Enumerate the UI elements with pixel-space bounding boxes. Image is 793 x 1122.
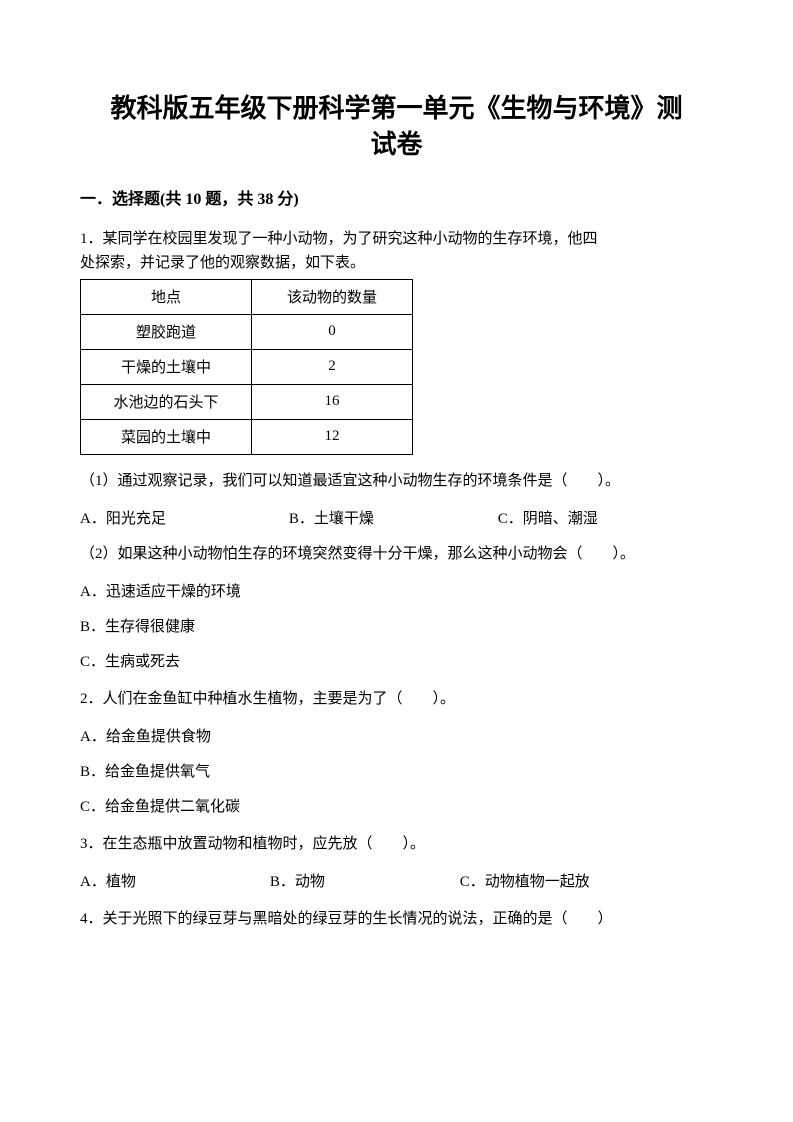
question-1-sub2: （2）如果这种小动物怕生存的环境突然变得十分干燥，那么这种小动物会（ ）。 [80, 542, 713, 566]
table-cell: 2 [252, 349, 413, 384]
option-c: C．动物植物一起放 [460, 870, 713, 891]
question-3-options: A．植物 B．动物 C．动物植物一起放 [80, 870, 713, 891]
option-b: B．土壤干燥 [289, 507, 498, 528]
table-cell: 12 [252, 419, 413, 454]
option-b: B．动物 [270, 870, 460, 891]
option-a: A．迅速适应干燥的环境 [80, 580, 713, 601]
section-1-heading: 一．选择题(共 10 题，共 38 分) [80, 185, 713, 209]
question-2: 2．人们在金鱼缸中种植水生植物，主要是为了（ ）。 A．给金鱼提供食物 B．给金… [80, 687, 713, 816]
question-3: 3．在生态瓶中放置动物和植物时，应先放（ ）。 A．植物 B．动物 C．动物植物… [80, 832, 713, 891]
table-row: 菜园的土壤中 12 [81, 419, 413, 454]
page: 教科版五年级下册科学第一单元《生物与环境》测 试卷 一．选择题(共 10 题，共… [0, 0, 793, 1122]
table-cell: 塑胶跑道 [81, 314, 252, 349]
question-1-stem-line1: 1．某同学在校园里发现了一种小动物，为了研究这种小动物的生存环境，他四 [80, 227, 713, 251]
table-header-count: 该动物的数量 [252, 279, 413, 314]
table-header-row: 地点 该动物的数量 [81, 279, 413, 314]
question-1-sub1-options: A．阳光充足 B．土壤干燥 C．阴暗、潮湿 [80, 507, 713, 528]
title-line-2: 试卷 [370, 129, 422, 159]
option-b: B．给金鱼提供氧气 [80, 760, 713, 781]
table-cell: 16 [252, 384, 413, 419]
question-1-table: 地点 该动物的数量 塑胶跑道 0 干燥的土壤中 2 水池边的石头下 16 菜园的… [80, 279, 413, 455]
table-cell: 水池边的石头下 [81, 384, 252, 419]
table-header-location: 地点 [81, 279, 252, 314]
question-2-stem: 2．人们在金鱼缸中种植水生植物，主要是为了（ ）。 [80, 687, 713, 711]
option-c: C．阴暗、潮湿 [498, 507, 707, 528]
table-cell: 干燥的土壤中 [81, 349, 252, 384]
table-row: 水池边的石头下 16 [81, 384, 413, 419]
option-c: C．生病或死去 [80, 650, 713, 671]
option-a: A．阳光充足 [80, 507, 289, 528]
question-1: 1．某同学在校园里发现了一种小动物，为了研究这种小动物的生存环境，他四 处探索，… [80, 227, 713, 671]
document-title: 教科版五年级下册科学第一单元《生物与环境》测 试卷 [80, 90, 713, 163]
table-cell: 0 [252, 314, 413, 349]
option-b: B．生存得很健康 [80, 615, 713, 636]
option-a: A．植物 [80, 870, 270, 891]
question-3-stem: 3．在生态瓶中放置动物和植物时，应先放（ ）。 [80, 832, 713, 856]
option-c: C．给金鱼提供二氧化碳 [80, 795, 713, 816]
table-row: 干燥的土壤中 2 [81, 349, 413, 384]
table-row: 塑胶跑道 0 [81, 314, 413, 349]
question-4-stem: 4．关于光照下的绿豆芽与黑暗处的绿豆芽的生长情况的说法，正确的是（ ） [80, 907, 713, 931]
question-4: 4．关于光照下的绿豆芽与黑暗处的绿豆芽的生长情况的说法，正确的是（ ） [80, 907, 713, 931]
question-1-stem-line2: 处探索，并记录了他的观察数据，如下表。 [80, 251, 713, 275]
title-line-1: 教科版五年级下册科学第一单元《生物与环境》测 [110, 93, 682, 123]
option-a: A．给金鱼提供食物 [80, 725, 713, 746]
table-cell: 菜园的土壤中 [81, 419, 252, 454]
question-1-sub1: （1）通过观察记录，我们可以知道最适宜这种小动物生存的环境条件是（ ）。 [80, 469, 713, 493]
